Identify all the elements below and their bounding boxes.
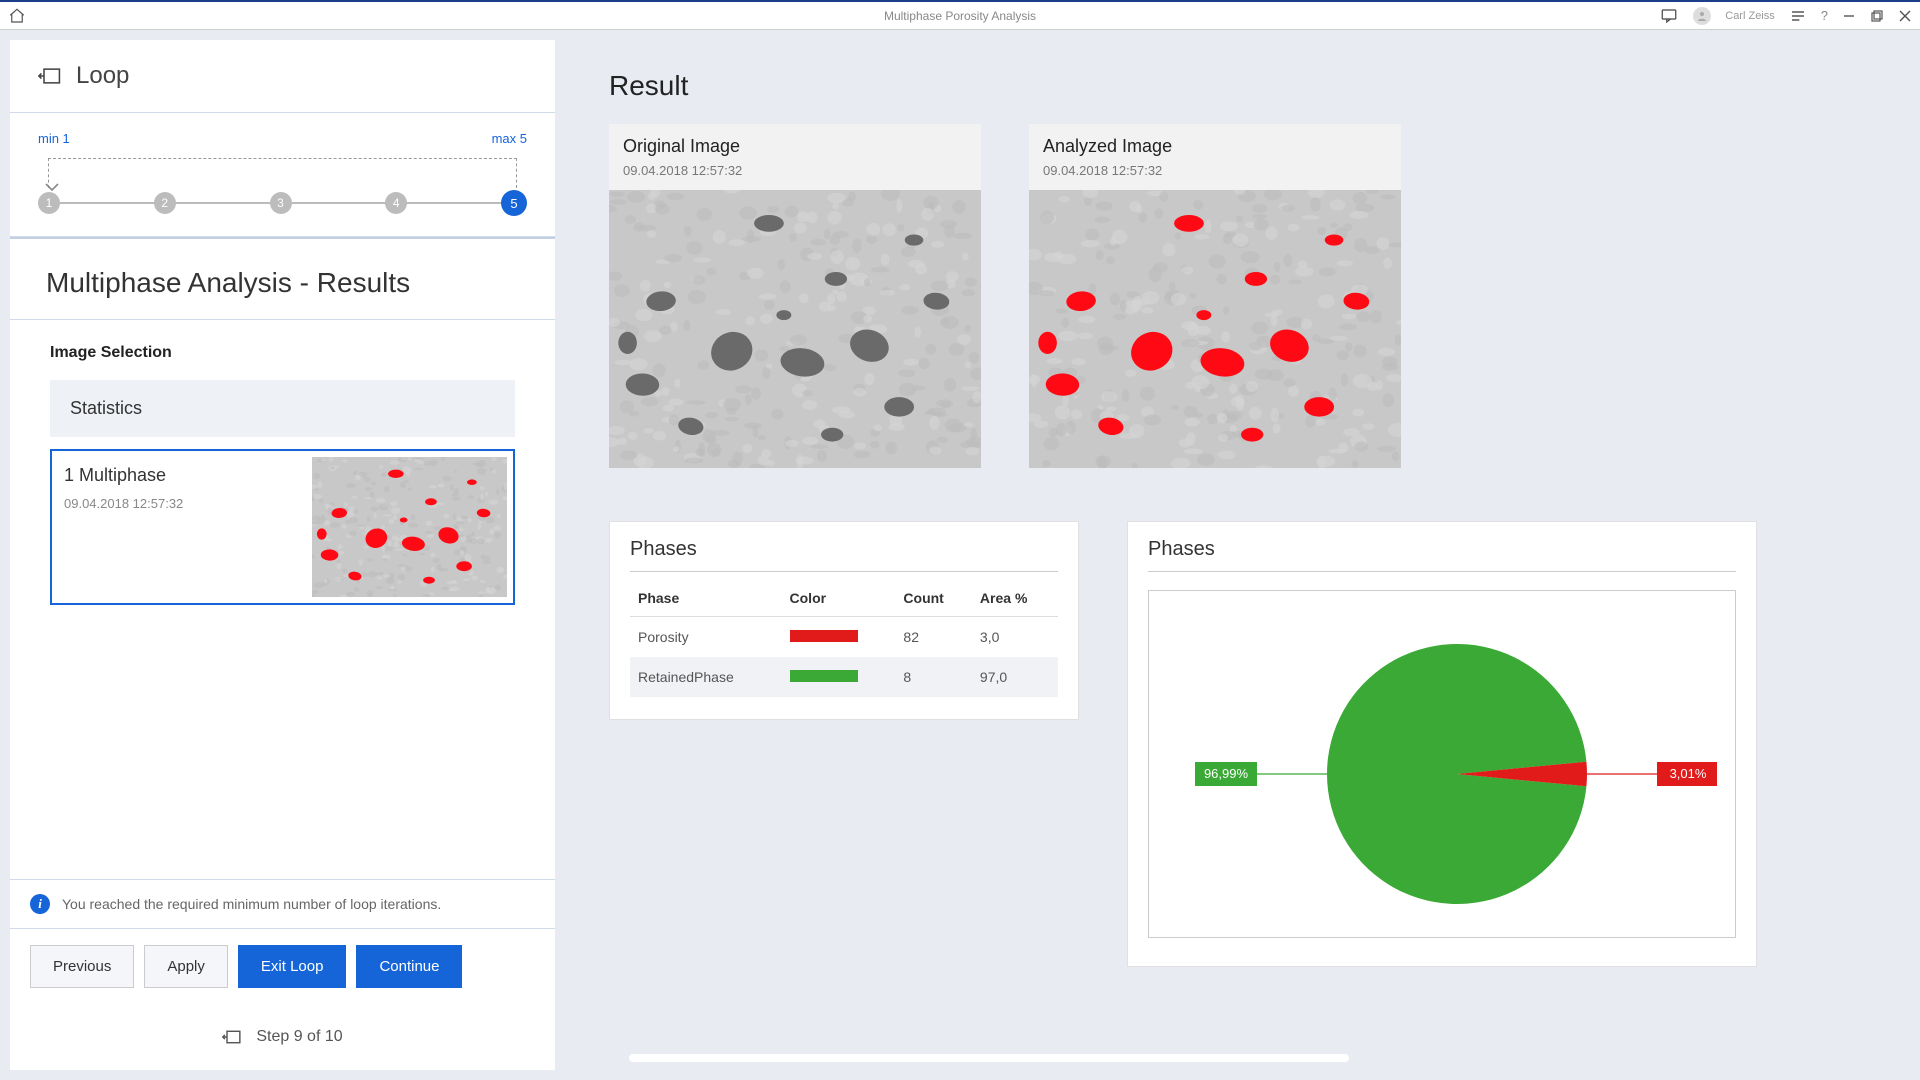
original-image-timestamp: 09.04.2018 12:57:32 [623, 163, 967, 178]
step-node-3[interactable]: 3 [270, 192, 292, 214]
original-image [609, 190, 981, 468]
exit-loop-button[interactable]: Exit Loop [238, 945, 347, 988]
horizontal-scrollbar[interactable] [629, 1054, 1349, 1062]
table-header: Phase [630, 580, 782, 617]
chevron-down-icon [44, 182, 60, 192]
original-image-label: Original Image [623, 136, 967, 157]
phases-pie-title: Phases [1148, 538, 1736, 572]
step-node-4[interactable]: 4 [385, 192, 407, 214]
analyzed-image-timestamp: 09.04.2018 12:57:32 [1043, 163, 1387, 178]
comment-icon[interactable] [1659, 7, 1679, 25]
home-icon[interactable] [8, 7, 26, 25]
section-title: Multiphase Analysis - Results [10, 237, 555, 320]
phases-pie-panel: Phases 96,99% 3,01% [1127, 521, 1757, 967]
image-card-thumb [312, 457, 507, 597]
analyzed-image [1029, 190, 1401, 468]
button-row: Previous Apply Exit Loop Continue [10, 929, 555, 1004]
main-content: Result Original Image 09.04.2018 12:57:3… [569, 40, 1910, 1070]
phases-table-title: Phases [630, 538, 1058, 572]
analyzed-image-panel: Analyzed Image 09.04.2018 12:57:32 [1029, 124, 1401, 473]
avatar[interactable] [1693, 7, 1711, 25]
titlebar: Multiphase Porosity Analysis Carl Zeiss … [0, 0, 1920, 30]
step-node-5[interactable]: 5 [501, 190, 527, 216]
stepper-min-label: min 1 [38, 131, 70, 146]
image-selection-area: Image Selection Statistics 1 Multiphase … [10, 320, 555, 879]
analyzed-image-label: Analyzed Image [1043, 136, 1387, 157]
panels-row: Phases PhaseColorCountArea % Porosity823… [609, 521, 1870, 967]
pie-chart: 96,99% 3,01% [1167, 609, 1717, 919]
phases-table-panel: Phases PhaseColorCountArea % Porosity823… [609, 521, 1079, 720]
minimize-icon[interactable] [1842, 9, 1856, 23]
loop-icon [38, 66, 62, 86]
phases-table: PhaseColorCountArea % Porosity823,0Retai… [630, 580, 1058, 697]
result-title: Result [609, 70, 1870, 102]
svg-text:3,01%: 3,01% [1670, 766, 1707, 781]
app-title: Multiphase Porosity Analysis [884, 9, 1036, 23]
image-card-timestamp: 09.04.2018 12:57:32 [64, 496, 300, 511]
continue-button[interactable]: Continue [356, 945, 462, 988]
username-label: Carl Zeiss [1725, 10, 1775, 22]
pie-chart-box: 96,99% 3,01% [1148, 590, 1736, 938]
menu-lines-icon[interactable] [1789, 8, 1807, 24]
loop-header: Loop [10, 40, 555, 113]
info-icon: i [30, 894, 50, 914]
table-row[interactable]: RetainedPhase897,0 [630, 657, 1058, 697]
info-message: You reached the required minimum number … [62, 896, 441, 912]
workspace: Loop min 1 max 5 1 2 3 4 5 Multiphase Analys… [0, 30, 1920, 1080]
svg-text:96,99%: 96,99% [1204, 766, 1249, 781]
table-header: Area % [972, 580, 1058, 617]
image-card-name: 1 Multiphase [64, 465, 300, 486]
stepper-max-label: max 5 [492, 131, 527, 146]
apply-button[interactable]: Apply [144, 945, 228, 988]
stepper: min 1 max 5 1 2 3 4 5 [10, 113, 555, 237]
original-image-panel: Original Image 09.04.2018 12:57:32 [609, 124, 981, 473]
loop-label: Loop [76, 62, 129, 90]
loop-small-icon [222, 1029, 242, 1045]
maximize-icon[interactable] [1870, 9, 1884, 23]
image-row: Original Image 09.04.2018 12:57:32 Analy… [609, 124, 1870, 473]
image-card[interactable]: 1 Multiphase 09.04.2018 12:57:32 [50, 449, 515, 605]
close-icon[interactable] [1898, 9, 1912, 23]
image-selection-heading: Image Selection [50, 344, 515, 362]
table-header: Count [895, 580, 972, 617]
statistics-box[interactable]: Statistics [50, 380, 515, 437]
help-icon[interactable]: ? [1821, 8, 1828, 23]
step-footer-label: Step 9 of 10 [256, 1028, 342, 1046]
step-node-2[interactable]: 2 [154, 192, 176, 214]
info-bar: i You reached the required minimum numbe… [10, 879, 555, 929]
step-node-1[interactable]: 1 [38, 192, 60, 214]
table-row[interactable]: Porosity823,0 [630, 617, 1058, 658]
previous-button[interactable]: Previous [30, 945, 134, 988]
step-footer: Step 9 of 10 [10, 1004, 555, 1070]
sidebar: Loop min 1 max 5 1 2 3 4 5 Multiphase Analys… [10, 40, 555, 1070]
table-header: Color [782, 580, 896, 617]
